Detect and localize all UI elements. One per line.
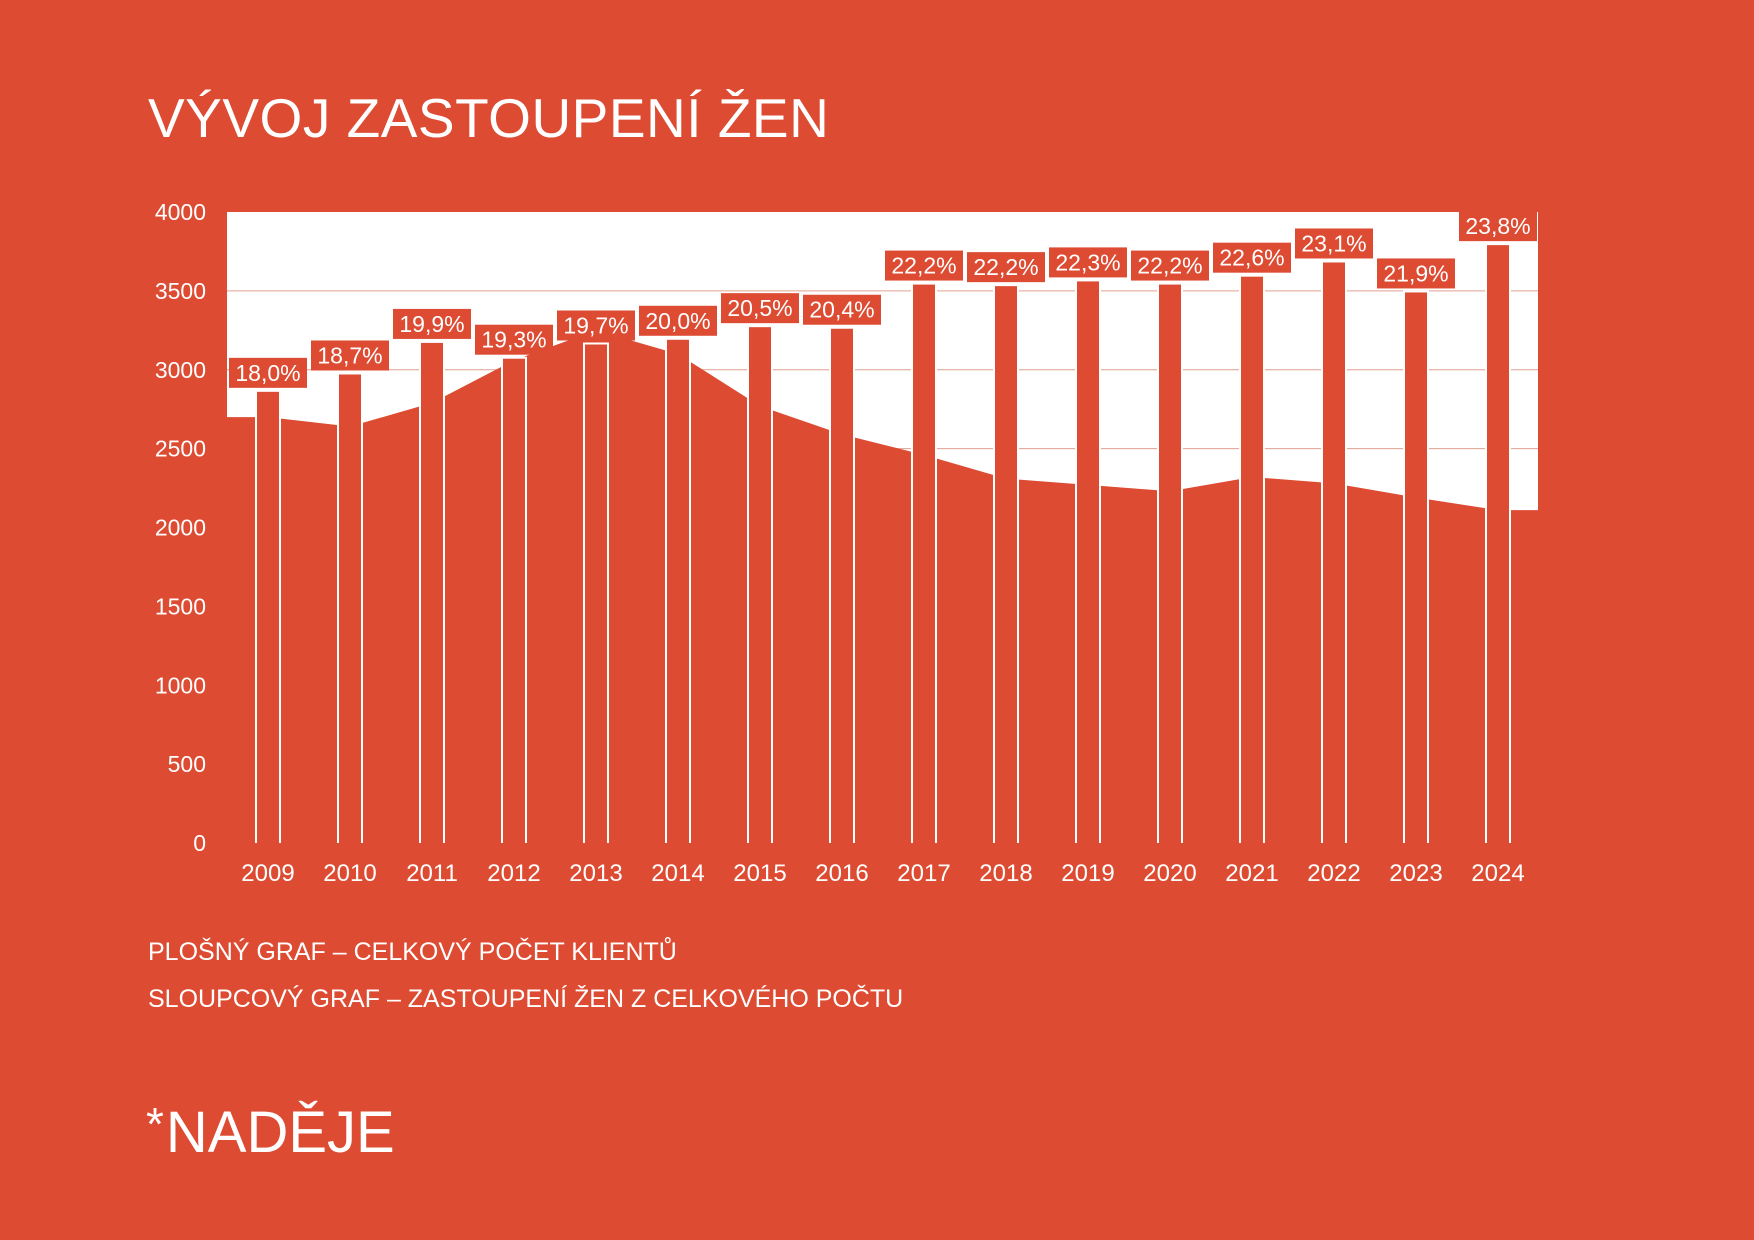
y-tick-label: 0 — [193, 830, 206, 856]
data-label: 22,2% — [1137, 253, 1202, 279]
y-tick-label: 2000 — [155, 515, 206, 541]
data-label: 20,4% — [809, 297, 874, 323]
data-label: 20,0% — [645, 308, 710, 334]
data-label-box — [1459, 211, 1537, 242]
legend-bars: SLOUPCOVÝ GRAF – ZASTOUPENÍ ŽEN Z CELKOV… — [148, 985, 904, 1013]
bar-2024 — [1487, 245, 1509, 843]
data-label-box — [885, 250, 963, 281]
x-tick-label: 2024 — [1471, 860, 1524, 887]
bar-2016 — [831, 328, 853, 843]
data-label: 21,9% — [1383, 260, 1448, 286]
x-tick-label: 2010 — [323, 860, 376, 887]
bar-2019 — [1077, 281, 1099, 843]
data-label: 22,3% — [1055, 249, 1120, 275]
brand-name: NADĚJE — [165, 1100, 395, 1165]
y-tick-label: 1500 — [155, 593, 206, 619]
data-label-box — [1213, 242, 1291, 273]
data-label: 19,7% — [563, 313, 628, 339]
data-label: 22,2% — [973, 254, 1038, 280]
x-tick-label: 2014 — [651, 860, 704, 887]
data-label: 19,3% — [481, 327, 546, 353]
data-label-box — [721, 293, 799, 324]
data-label: 23,8% — [1465, 213, 1530, 239]
area-series — [227, 330, 1538, 843]
x-tick-label: 2017 — [897, 860, 950, 887]
data-label-box — [639, 305, 717, 336]
bar-2022 — [1323, 262, 1345, 844]
bar-2015 — [749, 327, 771, 844]
bar-2018 — [995, 286, 1017, 844]
data-label-box — [393, 308, 471, 339]
bar-2009 — [257, 391, 279, 843]
x-tick-label: 2021 — [1225, 860, 1278, 887]
data-label: 19,9% — [399, 311, 464, 337]
x-tick-label: 2012 — [487, 860, 540, 887]
x-tick-label: 2011 — [406, 860, 458, 887]
y-tick-label: 3000 — [155, 357, 206, 383]
bar-2023 — [1405, 292, 1427, 843]
x-tick-label: 2013 — [569, 860, 622, 887]
data-label-box — [1131, 250, 1209, 281]
data-label-box — [1377, 258, 1455, 289]
data-label-box — [967, 252, 1045, 283]
chart-title: VÝVOJ ZASTOUPENÍ ŽEN — [148, 87, 830, 149]
brand-logo: *NADĚJE — [146, 1097, 395, 1166]
data-label-box — [229, 357, 307, 388]
x-tick-label: 2019 — [1061, 860, 1114, 887]
data-label-box — [1295, 228, 1373, 259]
bar-2021 — [1241, 276, 1263, 843]
data-label-box — [1049, 247, 1127, 278]
data-label: 23,1% — [1301, 230, 1366, 256]
bar-2013 — [585, 344, 607, 843]
legend-area: PLOŠNÝ GRAF – CELKOVÝ POČET KLIENTŮ — [148, 938, 677, 966]
data-label-box — [475, 324, 553, 355]
x-tick-label: 2018 — [979, 860, 1032, 887]
data-label: 20,5% — [727, 295, 792, 321]
bar-2012 — [503, 358, 525, 843]
data-label-box — [311, 340, 389, 371]
brand-asterisk: * — [146, 1098, 164, 1150]
data-label-box — [557, 310, 635, 341]
y-tick-label: 2500 — [155, 436, 206, 462]
data-label: 18,7% — [317, 342, 382, 368]
y-tick-label: 1000 — [155, 672, 206, 698]
bar-2017 — [913, 284, 935, 843]
x-tick-label: 2009 — [241, 860, 294, 887]
bar-2014 — [667, 339, 689, 843]
data-label: 18,0% — [235, 360, 300, 386]
bar-2010 — [339, 374, 361, 843]
x-tick-label: 2015 — [733, 860, 786, 887]
x-tick-label: 2020 — [1143, 860, 1196, 887]
x-tick-label: 2022 — [1307, 860, 1360, 887]
data-label: 22,6% — [1219, 245, 1284, 271]
y-tick-label: 4000 — [155, 199, 206, 225]
y-tick-label: 3500 — [155, 278, 206, 304]
bar-2020 — [1159, 284, 1181, 843]
data-label: 22,2% — [891, 253, 956, 279]
y-tick-label: 500 — [168, 751, 206, 777]
bar-2011 — [421, 342, 443, 843]
x-tick-label: 2023 — [1389, 860, 1442, 887]
x-tick-label: 2016 — [815, 860, 868, 887]
data-label-box — [803, 294, 881, 325]
